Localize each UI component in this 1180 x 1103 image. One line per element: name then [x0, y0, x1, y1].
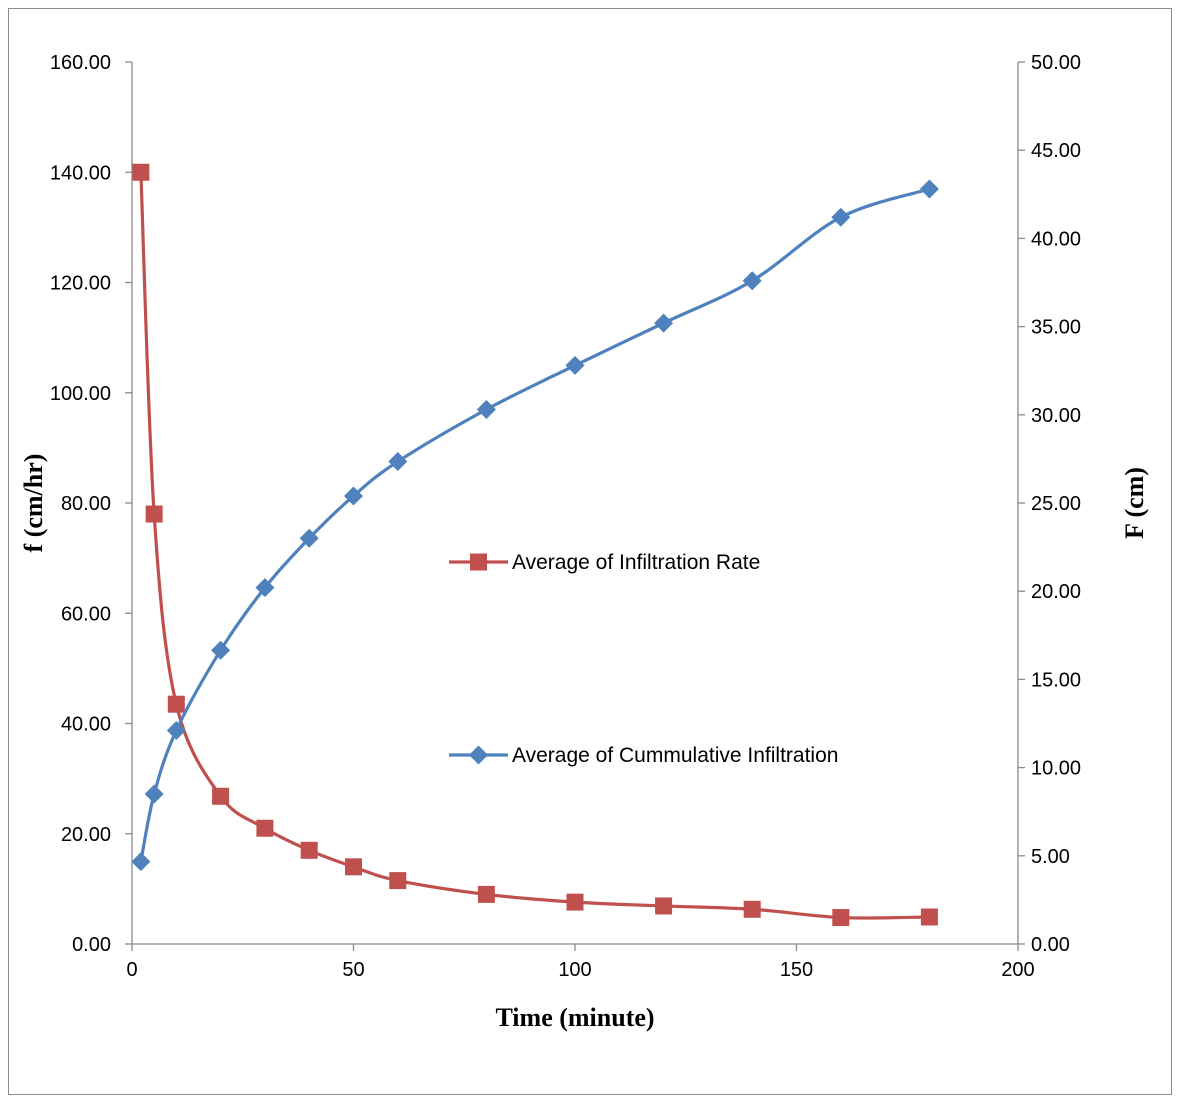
- x-tick-label: 0: [126, 959, 137, 981]
- y-left-tick-label: 100.00: [50, 383, 111, 405]
- y-right-tick-label: 30.00: [1031, 405, 1081, 427]
- x-tick-label: 150: [780, 959, 813, 981]
- ticks: 0 50 100 150 200 0.00 20.00 40.00 60.00 80.00 100.…: [50, 52, 1081, 981]
- data-point-marker: [477, 885, 495, 903]
- x-tick-label: 100: [558, 959, 591, 981]
- chart-frame: [8, 8, 1172, 1095]
- y-right-tick-label: 5.00: [1031, 846, 1070, 868]
- x-axis-title: Time (minute): [495, 1003, 654, 1032]
- data-point-marker: [565, 355, 585, 375]
- data-point-marker: [832, 909, 850, 927]
- data-point-marker: [166, 721, 186, 741]
- data-point-marker: [167, 695, 185, 713]
- data-point-marker: [742, 271, 762, 291]
- y-right-axis-title: F (cm): [1120, 467, 1149, 539]
- data-point-marker: [388, 452, 408, 472]
- data-point-marker: [255, 578, 275, 598]
- y-right-tick-label: 15.00: [1031, 669, 1081, 691]
- x-tick-label: 50: [342, 959, 364, 981]
- legend-entry: Average of Infiltration Rate: [449, 551, 760, 574]
- series-layer: [131, 163, 939, 927]
- y-left-axis-title: f (cm/hr): [19, 454, 48, 553]
- legend-label: Average of Cummulative Infiltration: [512, 744, 838, 767]
- data-point-marker: [211, 640, 231, 660]
- y-left-tick-label: 120.00: [50, 273, 111, 295]
- y-right-tick-label: 20.00: [1031, 581, 1081, 603]
- y-right-tick-label: 35.00: [1031, 317, 1081, 339]
- data-point-marker: [654, 313, 674, 333]
- axes: [131, 62, 1019, 945]
- data-point-marker: [131, 852, 151, 872]
- data-point-marker: [256, 819, 274, 837]
- data-point-marker: [345, 858, 362, 876]
- y-right-tick-label: 40.00: [1031, 228, 1081, 250]
- data-point-marker: [344, 486, 363, 506]
- data-point-marker: [145, 505, 163, 523]
- y-left-tick-label: 60.00: [61, 603, 111, 625]
- data-point-marker: [655, 897, 673, 915]
- y-right-tick-label: 25.00: [1031, 493, 1081, 515]
- y-right-tick-label: 0.00: [1031, 934, 1070, 956]
- y-left-tick-label: 160.00: [50, 52, 111, 74]
- y-left-tick-label: 80.00: [61, 493, 111, 515]
- series-infiltration-rate: [132, 163, 938, 927]
- y-left-tick-label: 20.00: [61, 824, 111, 846]
- legend-label: Average of Infiltration Rate: [512, 551, 760, 574]
- data-point-marker: [299, 528, 319, 548]
- y-left-tick-label: 140.00: [50, 162, 111, 184]
- data-point-marker: [300, 841, 318, 859]
- legend-entry: Average of Cummulative Infiltration: [449, 744, 838, 767]
- y-right-tick-label: 50.00: [1031, 52, 1081, 74]
- data-point-marker: [212, 787, 230, 805]
- data-point-marker: [566, 893, 584, 911]
- x-tick-label: 200: [1001, 959, 1034, 981]
- data-point-marker: [919, 179, 939, 199]
- series-line: [139, 172, 930, 920]
- data-point-marker: [389, 872, 407, 890]
- data-point-marker: [831, 207, 851, 227]
- legend: Average of Infiltration Rate Average of C…: [449, 551, 838, 767]
- legend-marker: [469, 745, 488, 765]
- data-point-marker: [132, 163, 150, 181]
- legend-marker: [470, 553, 487, 571]
- y-left-tick-label: 0.00: [72, 934, 111, 956]
- data-point-marker: [920, 908, 938, 926]
- series-cumulative-infiltration: [131, 179, 939, 872]
- data-point-marker: [743, 900, 761, 918]
- y-right-tick-label: 10.00: [1031, 758, 1081, 780]
- data-point-marker: [144, 784, 164, 804]
- data-point-marker: [476, 400, 496, 420]
- y-right-tick-label: 45.00: [1031, 140, 1081, 162]
- y-left-tick-label: 40.00: [61, 714, 111, 736]
